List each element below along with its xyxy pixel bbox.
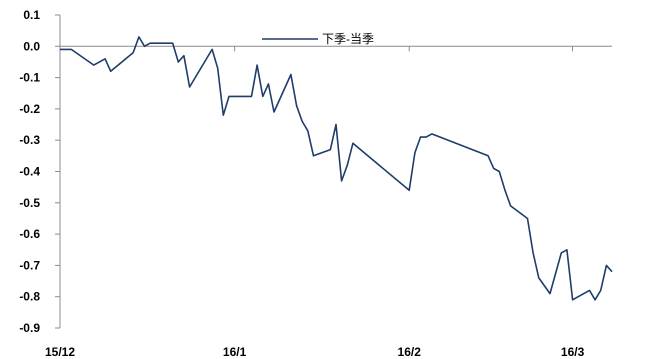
legend: 下季-当季 (262, 32, 374, 46)
y-tick-label: -0.2 (19, 102, 40, 116)
legend-label: 下季-当季 (322, 32, 374, 46)
series-line (60, 36, 613, 301)
y-axis: 0.1 0.0 -0.1 -0.2 -0.3 -0.4 -0.5 -0.6 -0.7 -0.8 -0… (19, 8, 61, 335)
y-tick-label: -0.3 (19, 133, 40, 147)
x-tick-label: 16/2 (398, 345, 422, 359)
x-tick-label: 16/1 (223, 345, 247, 359)
y-tick-label: -0.4 (19, 165, 40, 179)
y-tick-label: 0.0 (23, 39, 40, 53)
y-tick-label: -0.1 (19, 71, 40, 85)
y-tick-label: -0.6 (19, 227, 40, 241)
y-tick-label: -0.5 (19, 196, 40, 210)
series-layer (60, 36, 613, 301)
y-tick-label: -0.7 (19, 258, 40, 272)
x-tick-label: 16/3 (561, 345, 585, 359)
y-tick-label: 0.1 (23, 8, 40, 22)
y-tick-label: -0.8 (19, 290, 40, 304)
x-tick-label: 15/12 (45, 345, 75, 359)
x-axis: 15/12 16/1 16/2 16/3 (45, 45, 612, 359)
y-tick-label: -0.9 (19, 321, 40, 335)
